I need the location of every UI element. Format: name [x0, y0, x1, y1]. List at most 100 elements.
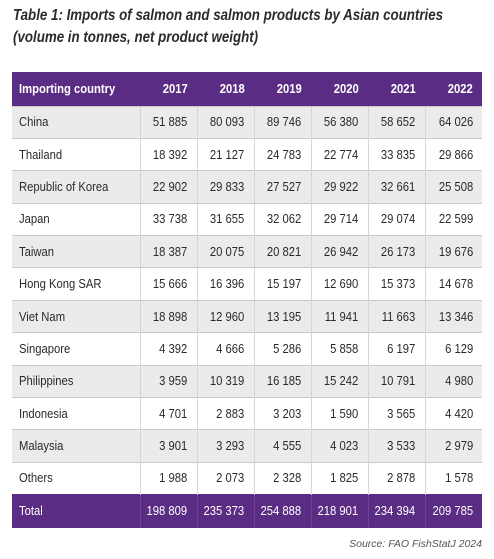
value-cell: 27 527	[253, 170, 311, 204]
country-cell: China	[12, 105, 140, 139]
table-body: China 51 885 80 093 89 746 56 380 58 652 64 02…	[12, 105, 482, 495]
value-cell: 3 959	[139, 364, 197, 398]
value-cell: 16 396	[196, 267, 254, 301]
header-country: Importing country	[19, 81, 116, 96]
value-cell: 4 555	[253, 429, 311, 463]
caption-line-1: Table 1: Imports of salmon and salmon pr…	[13, 7, 444, 24]
value-cell: 89 746	[253, 105, 311, 139]
total-value: 198 809	[139, 494, 197, 528]
value-cell: 2 878	[367, 461, 425, 495]
value-cell: 24 783	[253, 137, 311, 171]
value-cell: 3 293	[196, 429, 254, 463]
value-cell: 33 835	[367, 137, 425, 171]
total-value: 254 888	[253, 494, 311, 528]
table-row: Viet Nam 18 898 12 960 13 195 11 941 11 663 13…	[12, 299, 482, 333]
value-cell: 3 203	[253, 397, 311, 430]
table-row: Japan 33 738 31 655 32 062 29 714 29 074 22 59…	[12, 202, 482, 236]
value-cell: 15 666	[139, 267, 197, 301]
value-cell: 29 866	[424, 137, 482, 171]
value-cell: 15 197	[253, 267, 311, 301]
header-year: 2021	[390, 81, 416, 96]
value-cell: 4 666	[196, 332, 254, 366]
value-cell: 29 833	[196, 170, 254, 204]
value-cell: 29 714	[310, 202, 368, 236]
value-cell: 29 074	[367, 202, 425, 236]
header-year: 2022	[447, 81, 473, 96]
value-cell: 1 825	[310, 461, 368, 495]
value-cell: 32 661	[367, 170, 425, 204]
table-row: Indonesia 4 701 2 883 3 203 1 590 3 565 4 420	[12, 397, 482, 430]
table-row: Thailand 18 392 21 127 24 783 22 774 33 835 29…	[12, 137, 482, 171]
value-cell: 14 678	[424, 267, 482, 301]
value-cell: 51 885	[139, 105, 197, 139]
table-row: China 51 885 80 093 89 746 56 380 58 652 64 02…	[12, 105, 482, 139]
table-row: Singapore 4 392 4 666 5 286 5 858 6 197 6 129	[12, 332, 482, 366]
source-note: Source: FAO FishStatJ 2024	[349, 538, 482, 550]
country-cell: Philippines	[12, 364, 140, 398]
total-value: 218 901	[310, 494, 368, 528]
value-cell: 5 286	[253, 332, 311, 366]
country-cell: Singapore	[12, 332, 140, 366]
value-cell: 58 652	[367, 105, 425, 139]
value-cell: 16 185	[253, 364, 311, 398]
caption-line-2: (volume in tonnes, net product weight)	[13, 29, 259, 46]
total-label: Total	[12, 494, 140, 528]
value-cell: 12 960	[196, 299, 254, 333]
value-cell: 31 655	[196, 202, 254, 236]
value-cell: 56 380	[310, 105, 368, 139]
table-caption: Table 1: Imports of salmon and salmon pr…	[13, 5, 444, 49]
value-cell: 13 346	[424, 299, 482, 333]
value-cell: 80 093	[196, 105, 254, 139]
header-year: 2020	[333, 81, 359, 96]
value-cell: 15 373	[367, 267, 425, 301]
value-cell: 18 387	[139, 235, 197, 268]
value-cell: 6 197	[367, 332, 425, 366]
value-cell: 3 565	[367, 397, 425, 430]
value-cell: 22 902	[139, 170, 197, 204]
value-cell: 33 738	[139, 202, 197, 236]
value-cell: 26 942	[310, 235, 368, 268]
header-year: 2017	[162, 81, 188, 96]
table-row: Republic of Korea 22 902 29 833 27 527 29 92…	[12, 170, 482, 204]
value-cell: 21 127	[196, 137, 254, 171]
value-cell: 20 821	[253, 235, 311, 268]
value-cell: 1 590	[310, 397, 368, 430]
country-cell: Hong Kong SAR	[12, 267, 140, 301]
value-cell: 26 173	[367, 235, 425, 268]
country-cell: Thailand	[12, 137, 140, 171]
value-cell: 2 073	[196, 461, 254, 495]
value-cell: 22 599	[424, 202, 482, 236]
country-cell: Others	[12, 461, 140, 495]
header-year: 2018	[219, 81, 245, 96]
value-cell: 4 023	[310, 429, 368, 463]
imports-table: Importing country 2017 2018 2019 2020 2021 202…	[12, 72, 482, 528]
value-cell: 1 988	[139, 461, 197, 495]
value-cell: 5 858	[310, 332, 368, 366]
table-row: Malaysia 3 901 3 293 4 555 4 023 3 533 2 979	[12, 429, 482, 463]
value-cell: 3 901	[139, 429, 197, 463]
value-cell: 2 979	[424, 429, 482, 463]
value-cell: 64 026	[424, 105, 482, 139]
value-cell: 15 242	[310, 364, 368, 398]
value-cell: 18 898	[139, 299, 197, 333]
table-row: Hong Kong SAR 15 666 16 396 15 197 12 690 15 …	[12, 267, 482, 301]
value-cell: 4 701	[139, 397, 197, 430]
header-year: 2019	[276, 81, 302, 96]
table-row: Others 1 988 2 073 2 328 1 825 2 878 1 578	[12, 461, 482, 495]
value-cell: 4 420	[424, 397, 482, 430]
value-cell: 25 508	[424, 170, 482, 204]
value-cell: 29 922	[310, 170, 368, 204]
value-cell: 10 791	[367, 364, 425, 398]
total-value: 209 785	[424, 494, 482, 528]
value-cell: 11 941	[310, 299, 368, 333]
country-cell: Indonesia	[12, 397, 140, 430]
country-cell: Republic of Korea	[12, 170, 140, 204]
value-cell: 19 676	[424, 235, 482, 268]
country-cell: Malaysia	[12, 429, 140, 463]
value-cell: 20 075	[196, 235, 254, 268]
value-cell: 3 533	[367, 429, 425, 463]
value-cell: 22 774	[310, 137, 368, 171]
table-total-row: Total 198 809 235 373 254 888 218 901 234 394…	[12, 494, 482, 528]
value-cell: 12 690	[310, 267, 368, 301]
value-cell: 10 319	[196, 364, 254, 398]
